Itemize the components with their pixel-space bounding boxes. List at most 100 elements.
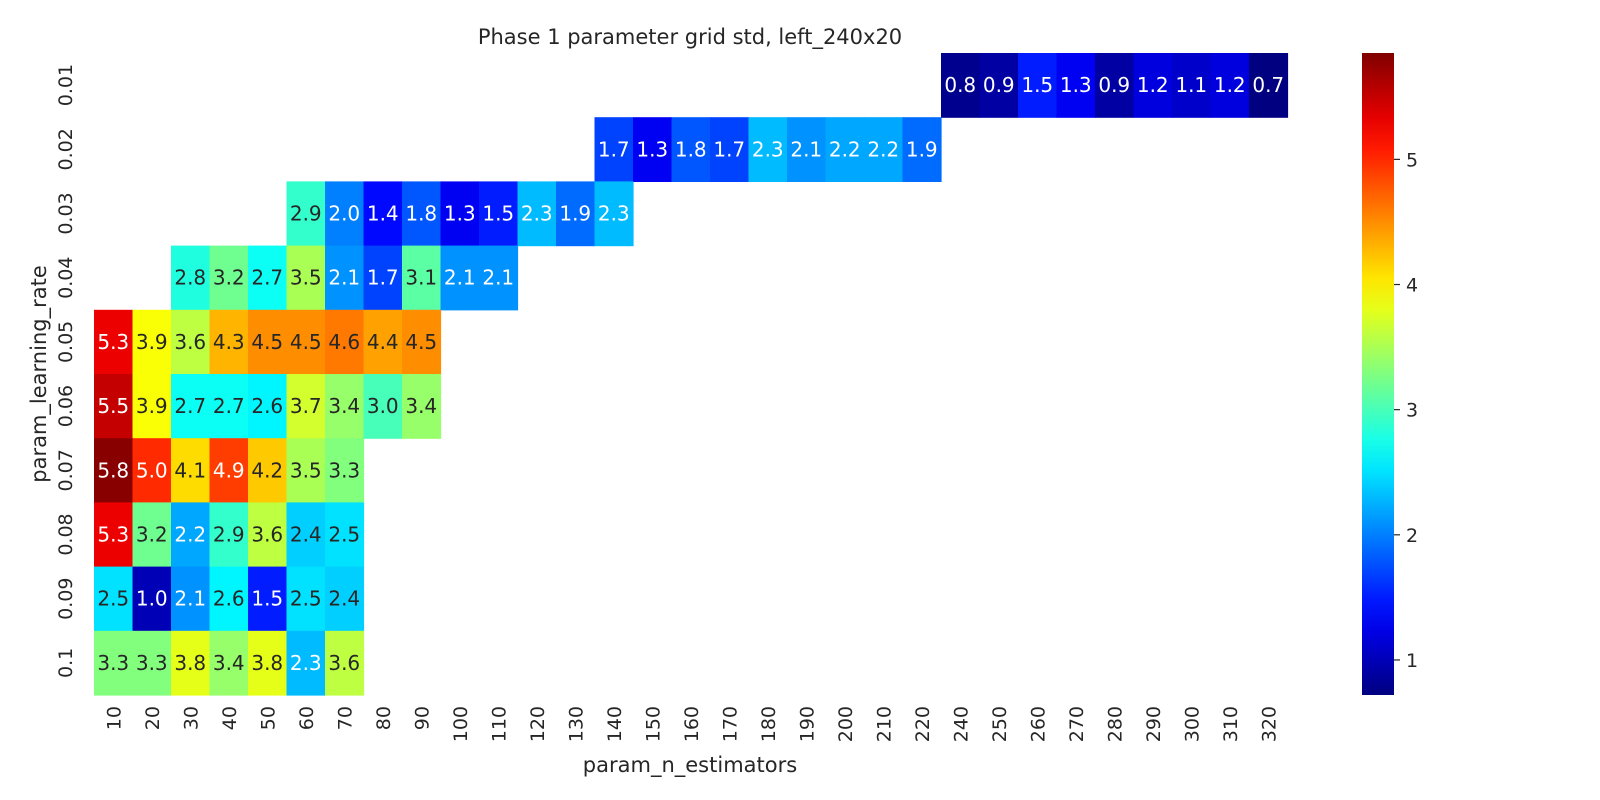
cell-value-label: 4.2 xyxy=(251,458,283,482)
cell-value-label: 4.3 xyxy=(213,330,245,354)
cell-value-label: 2.2 xyxy=(867,137,899,161)
heatmap-cell xyxy=(1095,53,1135,118)
cell-value-label: 1.9 xyxy=(559,202,591,226)
heatmap-cell xyxy=(1210,53,1250,118)
cell-value-label: 1.8 xyxy=(405,202,437,226)
cell-value-label: 2.1 xyxy=(444,266,476,290)
y-tick-label: 0.02 xyxy=(55,128,77,170)
heatmap-cell xyxy=(363,374,403,439)
heatmap-cell xyxy=(825,117,865,182)
cell-value-label: 3.6 xyxy=(251,523,283,547)
cell-value-label: 2.1 xyxy=(790,137,822,161)
cell-value-label: 3.3 xyxy=(136,651,168,675)
y-tick-label: 0.04 xyxy=(55,257,77,299)
x-tick-label: 280 xyxy=(1104,706,1126,742)
cell-value-label: 3.2 xyxy=(136,523,168,547)
heatmap-cell xyxy=(94,438,134,503)
colorbar-tick-label: 2 xyxy=(1406,525,1418,547)
x-tick-label: 130 xyxy=(565,706,587,742)
colorbar-tick-label: 1 xyxy=(1406,650,1418,672)
heatmap-cell xyxy=(479,181,519,247)
y-tick-label: 0.08 xyxy=(55,513,77,555)
y-tick-label: 0.06 xyxy=(55,385,77,427)
x-tick-label: 60 xyxy=(296,706,318,730)
cell-value-label: 3.7 xyxy=(290,394,322,418)
cell-value-label: 2.5 xyxy=(97,587,129,611)
heatmap-cell xyxy=(402,181,442,247)
heatmap-cell xyxy=(286,566,326,632)
heatmap-cell xyxy=(209,374,249,439)
cell-value-label: 2.6 xyxy=(251,394,283,418)
cell-value-label: 2.7 xyxy=(174,394,206,418)
cell-value-label: 2.9 xyxy=(213,523,245,547)
cell-value-label: 1.2 xyxy=(1137,73,1169,97)
cell-value-label: 2.6 xyxy=(213,587,245,611)
heatmap-cell xyxy=(171,374,211,439)
x-tick-label: 250 xyxy=(989,706,1011,742)
heatmap-cell xyxy=(517,181,557,247)
cell-value-label: 2.3 xyxy=(521,202,553,226)
x-tick-label: 150 xyxy=(642,706,664,742)
y-tick-label: 0.09 xyxy=(55,578,77,620)
heatmap-cell xyxy=(325,630,365,696)
heatmap-cell xyxy=(902,117,942,182)
colorbar-ticks: 1 2 3 4 5 xyxy=(1394,149,1418,672)
cell-value-label: 5.8 xyxy=(97,458,129,482)
heatmap-cell xyxy=(286,309,326,375)
heatmap-cell xyxy=(171,438,211,503)
x-tick-label: 100 xyxy=(450,706,472,742)
x-tick-label: 170 xyxy=(719,706,741,742)
heatmap-cell xyxy=(171,245,211,311)
heatmap-cell xyxy=(286,245,326,311)
cell-value-label: 3.8 xyxy=(174,651,206,675)
heatmap-cell xyxy=(325,309,365,375)
cell-value-label: 1.2 xyxy=(1214,73,1246,97)
heatmap-cell xyxy=(171,566,211,632)
heatmap-cell xyxy=(1018,53,1058,118)
heatmap-cell xyxy=(94,309,134,375)
cell-value-label: 3.8 xyxy=(251,651,283,675)
y-axis-label: param_learning_rate xyxy=(27,265,52,483)
x-tick-label: 260 xyxy=(1027,706,1049,742)
heatmap-cell xyxy=(479,245,519,311)
cell-value-label: 2.2 xyxy=(174,523,206,547)
heatmap-cell xyxy=(171,309,211,375)
cell-value-label: 5.3 xyxy=(97,330,129,354)
heatmap-cell xyxy=(1056,53,1096,118)
cell-value-label: 2.4 xyxy=(290,523,322,547)
cell-value-label: 2.2 xyxy=(829,137,861,161)
heatmap-cell xyxy=(132,438,172,503)
heatmap-cell xyxy=(132,566,172,632)
cell-value-label: 3.9 xyxy=(136,330,168,354)
cell-value-label: 1.4 xyxy=(367,202,399,226)
cell-value-label: 3.2 xyxy=(213,266,245,290)
heatmap-cell xyxy=(941,53,981,118)
cell-value-label: 3.4 xyxy=(213,651,245,675)
heatmap-cell xyxy=(132,502,172,568)
x-tick-label: 310 xyxy=(1220,706,1242,742)
cell-value-label: 1.1 xyxy=(1175,73,1207,97)
cell-value-label: 1.5 xyxy=(251,587,283,611)
y-tick-label: 0.1 xyxy=(55,648,77,678)
cell-value-label: 1.3 xyxy=(636,137,668,161)
x-tick-label: 70 xyxy=(334,706,356,730)
heatmap-cell xyxy=(286,438,326,503)
chart-title: Phase 1 parameter grid std, left_240x20 xyxy=(478,25,902,50)
heatmap-cell xyxy=(248,374,288,439)
x-tick-label: 290 xyxy=(1143,706,1165,742)
cell-value-label: 1.5 xyxy=(482,202,514,226)
heatmap-cell xyxy=(248,245,288,311)
heatmap-cell xyxy=(325,181,365,247)
y-tick-label: 0.07 xyxy=(55,449,77,491)
heatmap-cell xyxy=(1133,53,1173,118)
colorbar-tick-label: 5 xyxy=(1406,149,1418,171)
heatmap-cell xyxy=(325,502,365,568)
cell-value-label: 4.6 xyxy=(328,330,360,354)
cell-value-label: 2.1 xyxy=(482,266,514,290)
cell-value-label: 3.5 xyxy=(290,266,322,290)
heatmap-cell xyxy=(248,502,288,568)
cell-value-label: 2.7 xyxy=(251,266,283,290)
heatmap-cell xyxy=(402,374,442,439)
cell-value-label: 2.8 xyxy=(174,266,206,290)
cell-value-label: 0.9 xyxy=(983,73,1015,97)
